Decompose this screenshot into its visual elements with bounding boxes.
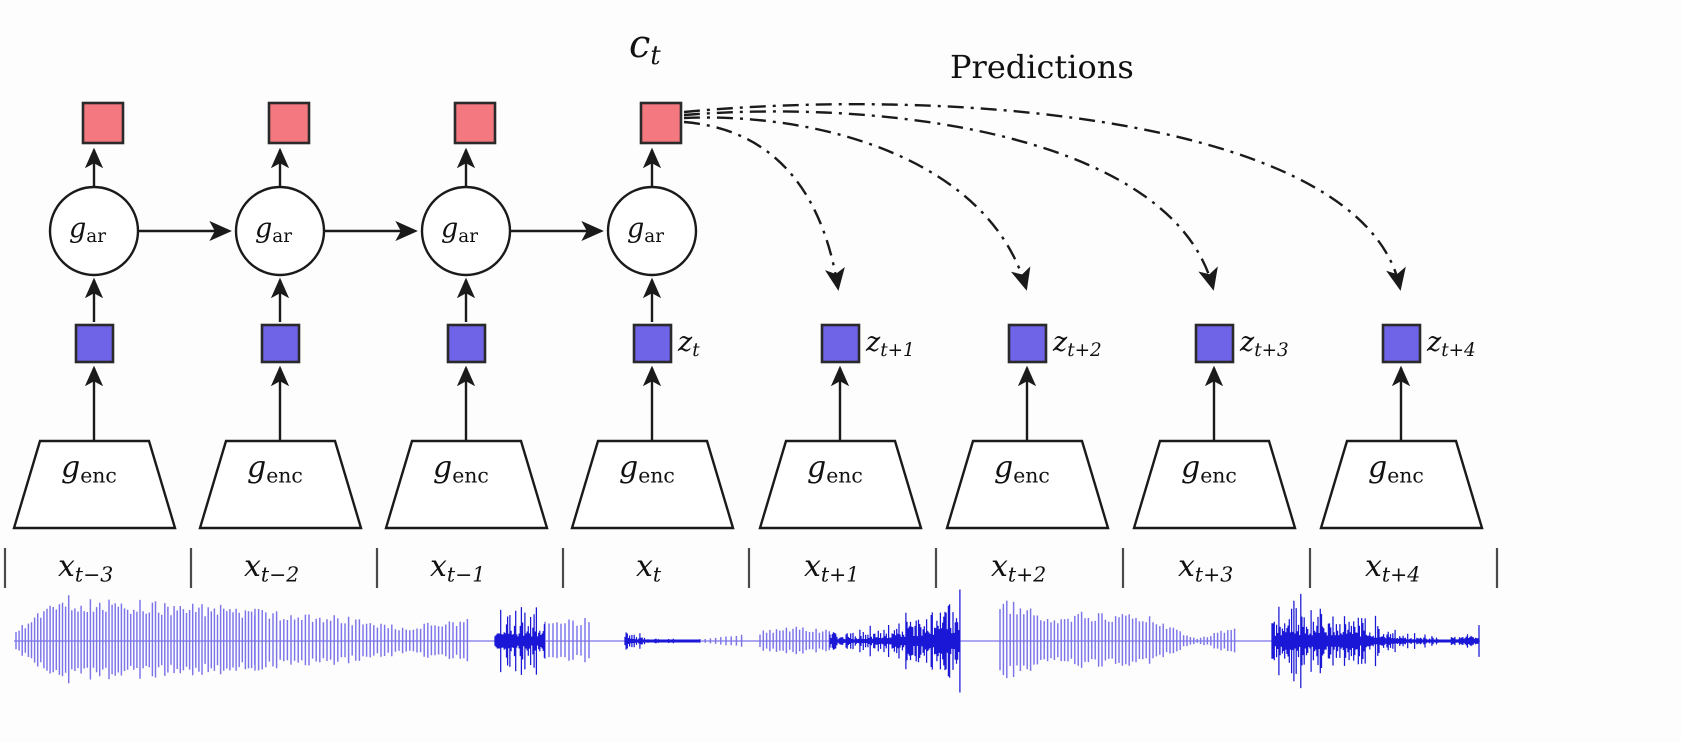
page-title: ct: [629, 22, 661, 71]
waveform-voiced-segment: [759, 626, 831, 655]
column-7: [1132, 323, 1297, 530]
encoder-label-5: genc: [807, 450, 863, 488]
input-label-3: xt−1: [430, 549, 486, 587]
prediction-arc-3: [683, 110, 1218, 291]
context-square-2: [267, 101, 311, 145]
encoder-trapezoid-5: [758, 439, 923, 530]
waveform-voiced-segment: [999, 600, 1236, 679]
prediction-arc-2: [683, 116, 1031, 291]
autoregressive-node-label-2: gar: [255, 213, 293, 248]
latent-square-7: [1194, 323, 1235, 364]
waveform-noise-segment: [1271, 593, 1480, 689]
column-5: [758, 323, 923, 530]
encoder-trapezoid-3: [384, 439, 549, 530]
context-square-4: [639, 101, 683, 145]
audio-waveform: [14, 589, 1480, 693]
encoder-trapezoid-6: [945, 439, 1110, 530]
ct-base: c: [629, 22, 651, 66]
encoder-trapezoid-8: [1319, 439, 1484, 530]
encoder-trapezoid-2: [198, 439, 363, 530]
autoregressive-node-2: [234, 185, 326, 277]
prediction-arc-1: [683, 120, 845, 291]
latent-square-4: [632, 323, 673, 364]
autoregressive-node-label-3: gar: [441, 213, 479, 248]
column-4: [570, 101, 735, 530]
latent-square-2: [260, 323, 301, 364]
waveform-noise-segment: [494, 607, 546, 675]
column-8: [1319, 323, 1484, 530]
column-1: [12, 101, 177, 530]
ct-sub: t: [650, 41, 661, 72]
input-label-7: xt+3: [1178, 549, 1234, 587]
autoregressive-node-4: [606, 185, 698, 277]
input-label-2: xt−2: [244, 549, 300, 587]
encoder-label-4: genc: [619, 450, 675, 488]
latent-label-4: zt: [678, 327, 700, 362]
input-label-1: xt−3: [58, 549, 114, 587]
prediction-arcs: [683, 102, 1406, 291]
latent-label-5: zt+1: [866, 327, 915, 362]
autoregressive-node-3: [420, 185, 512, 277]
latent-label-6: zt+2: [1053, 327, 1102, 362]
input-label-5: xt+1: [804, 549, 860, 587]
input-label-6: xt+2: [991, 549, 1047, 587]
latent-square-6: [1007, 323, 1048, 364]
column-6: [945, 323, 1110, 530]
latent-square-1: [74, 323, 115, 364]
autoregressive-node-label-1: gar: [69, 213, 107, 248]
waveform-strokes-dark: [494, 589, 1480, 693]
encoder-trapezoid-7: [1132, 439, 1297, 530]
encoder-label-1: genc: [61, 450, 117, 488]
latent-label-8: zt+4: [1427, 327, 1476, 362]
column-3: [384, 101, 549, 530]
encoder-label-6: genc: [994, 450, 1050, 488]
latent-label-7: zt+3: [1240, 327, 1289, 362]
timestep-separators: [3, 548, 1499, 588]
predictions-label: Predictions: [950, 48, 1134, 86]
waveform-noise-segment: [624, 632, 701, 650]
context-square-3: [453, 101, 497, 145]
latent-square-5: [820, 323, 861, 364]
waveform-noise-segment: [829, 589, 961, 693]
waveform-voiced-segment: [544, 618, 590, 663]
input-label-4: xt: [636, 549, 662, 587]
encoder-label-2: genc: [247, 450, 303, 488]
waveform-voiced-segment: [254, 608, 469, 671]
latent-square-3: [446, 323, 487, 364]
waveform-voiced-segment: [15, 595, 256, 684]
latent-square-8: [1381, 323, 1422, 364]
prediction-arc-4: [683, 102, 1406, 291]
autoregressive-node-1: [48, 185, 140, 277]
encoder-label-3: genc: [433, 450, 489, 488]
context-square-1: [81, 101, 125, 145]
encoder-label-8: genc: [1368, 450, 1424, 488]
column-2: [198, 101, 363, 530]
autoregressive-node-label-4: gar: [627, 213, 665, 248]
encoder-label-7: genc: [1181, 450, 1237, 488]
input-label-8: xt+4: [1365, 549, 1421, 587]
encoder-trapezoid-4: [570, 439, 735, 530]
encoder-trapezoid-1: [12, 439, 177, 530]
